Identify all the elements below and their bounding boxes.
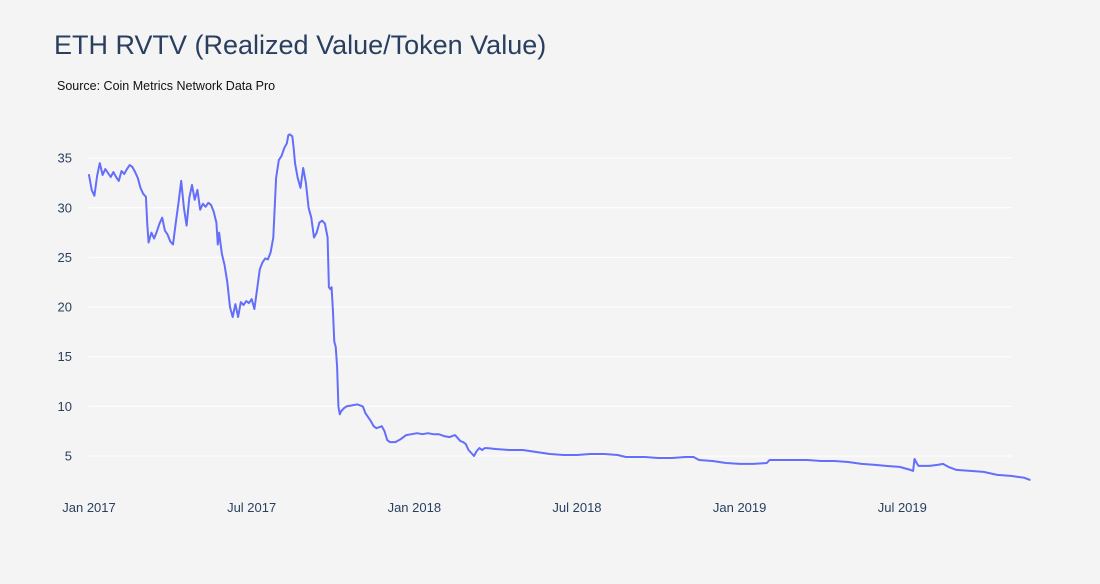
x-axis-ticks: Jan 2017 Jul 2017 Jan 2018 Jul 2018 Jan 2019…	[62, 500, 927, 515]
x-tick-label: Jan 2018	[388, 500, 442, 515]
y-axis-ticks: 5 10 15 20 25 30 35	[58, 151, 72, 464]
chart-title: ETH RVTV (Realized Value/Token Value)	[54, 30, 547, 60]
gridlines	[89, 157, 1012, 457]
y-tick-label: 5	[65, 449, 72, 464]
y-tick-label: 10	[58, 399, 72, 414]
series-line-0	[88, 133, 1031, 481]
y-tick-label: 30	[58, 200, 72, 215]
y-tick-label: 25	[58, 250, 72, 265]
x-tick-label: Jan 2019	[713, 500, 767, 515]
y-tick-label: 35	[58, 151, 72, 166]
x-tick-label: Jan 2017	[62, 500, 116, 515]
y-tick-label: 15	[58, 349, 72, 364]
series-group	[88, 133, 1031, 481]
y-tick-label: 20	[58, 300, 72, 315]
x-tick-label: Jul 2018	[552, 500, 601, 515]
x-tick-label: Jul 2019	[878, 500, 927, 515]
x-tick-label: Jul 2017	[227, 500, 276, 515]
chart-subtitle: Source: Coin Metrics Network Data Pro	[57, 79, 276, 93]
